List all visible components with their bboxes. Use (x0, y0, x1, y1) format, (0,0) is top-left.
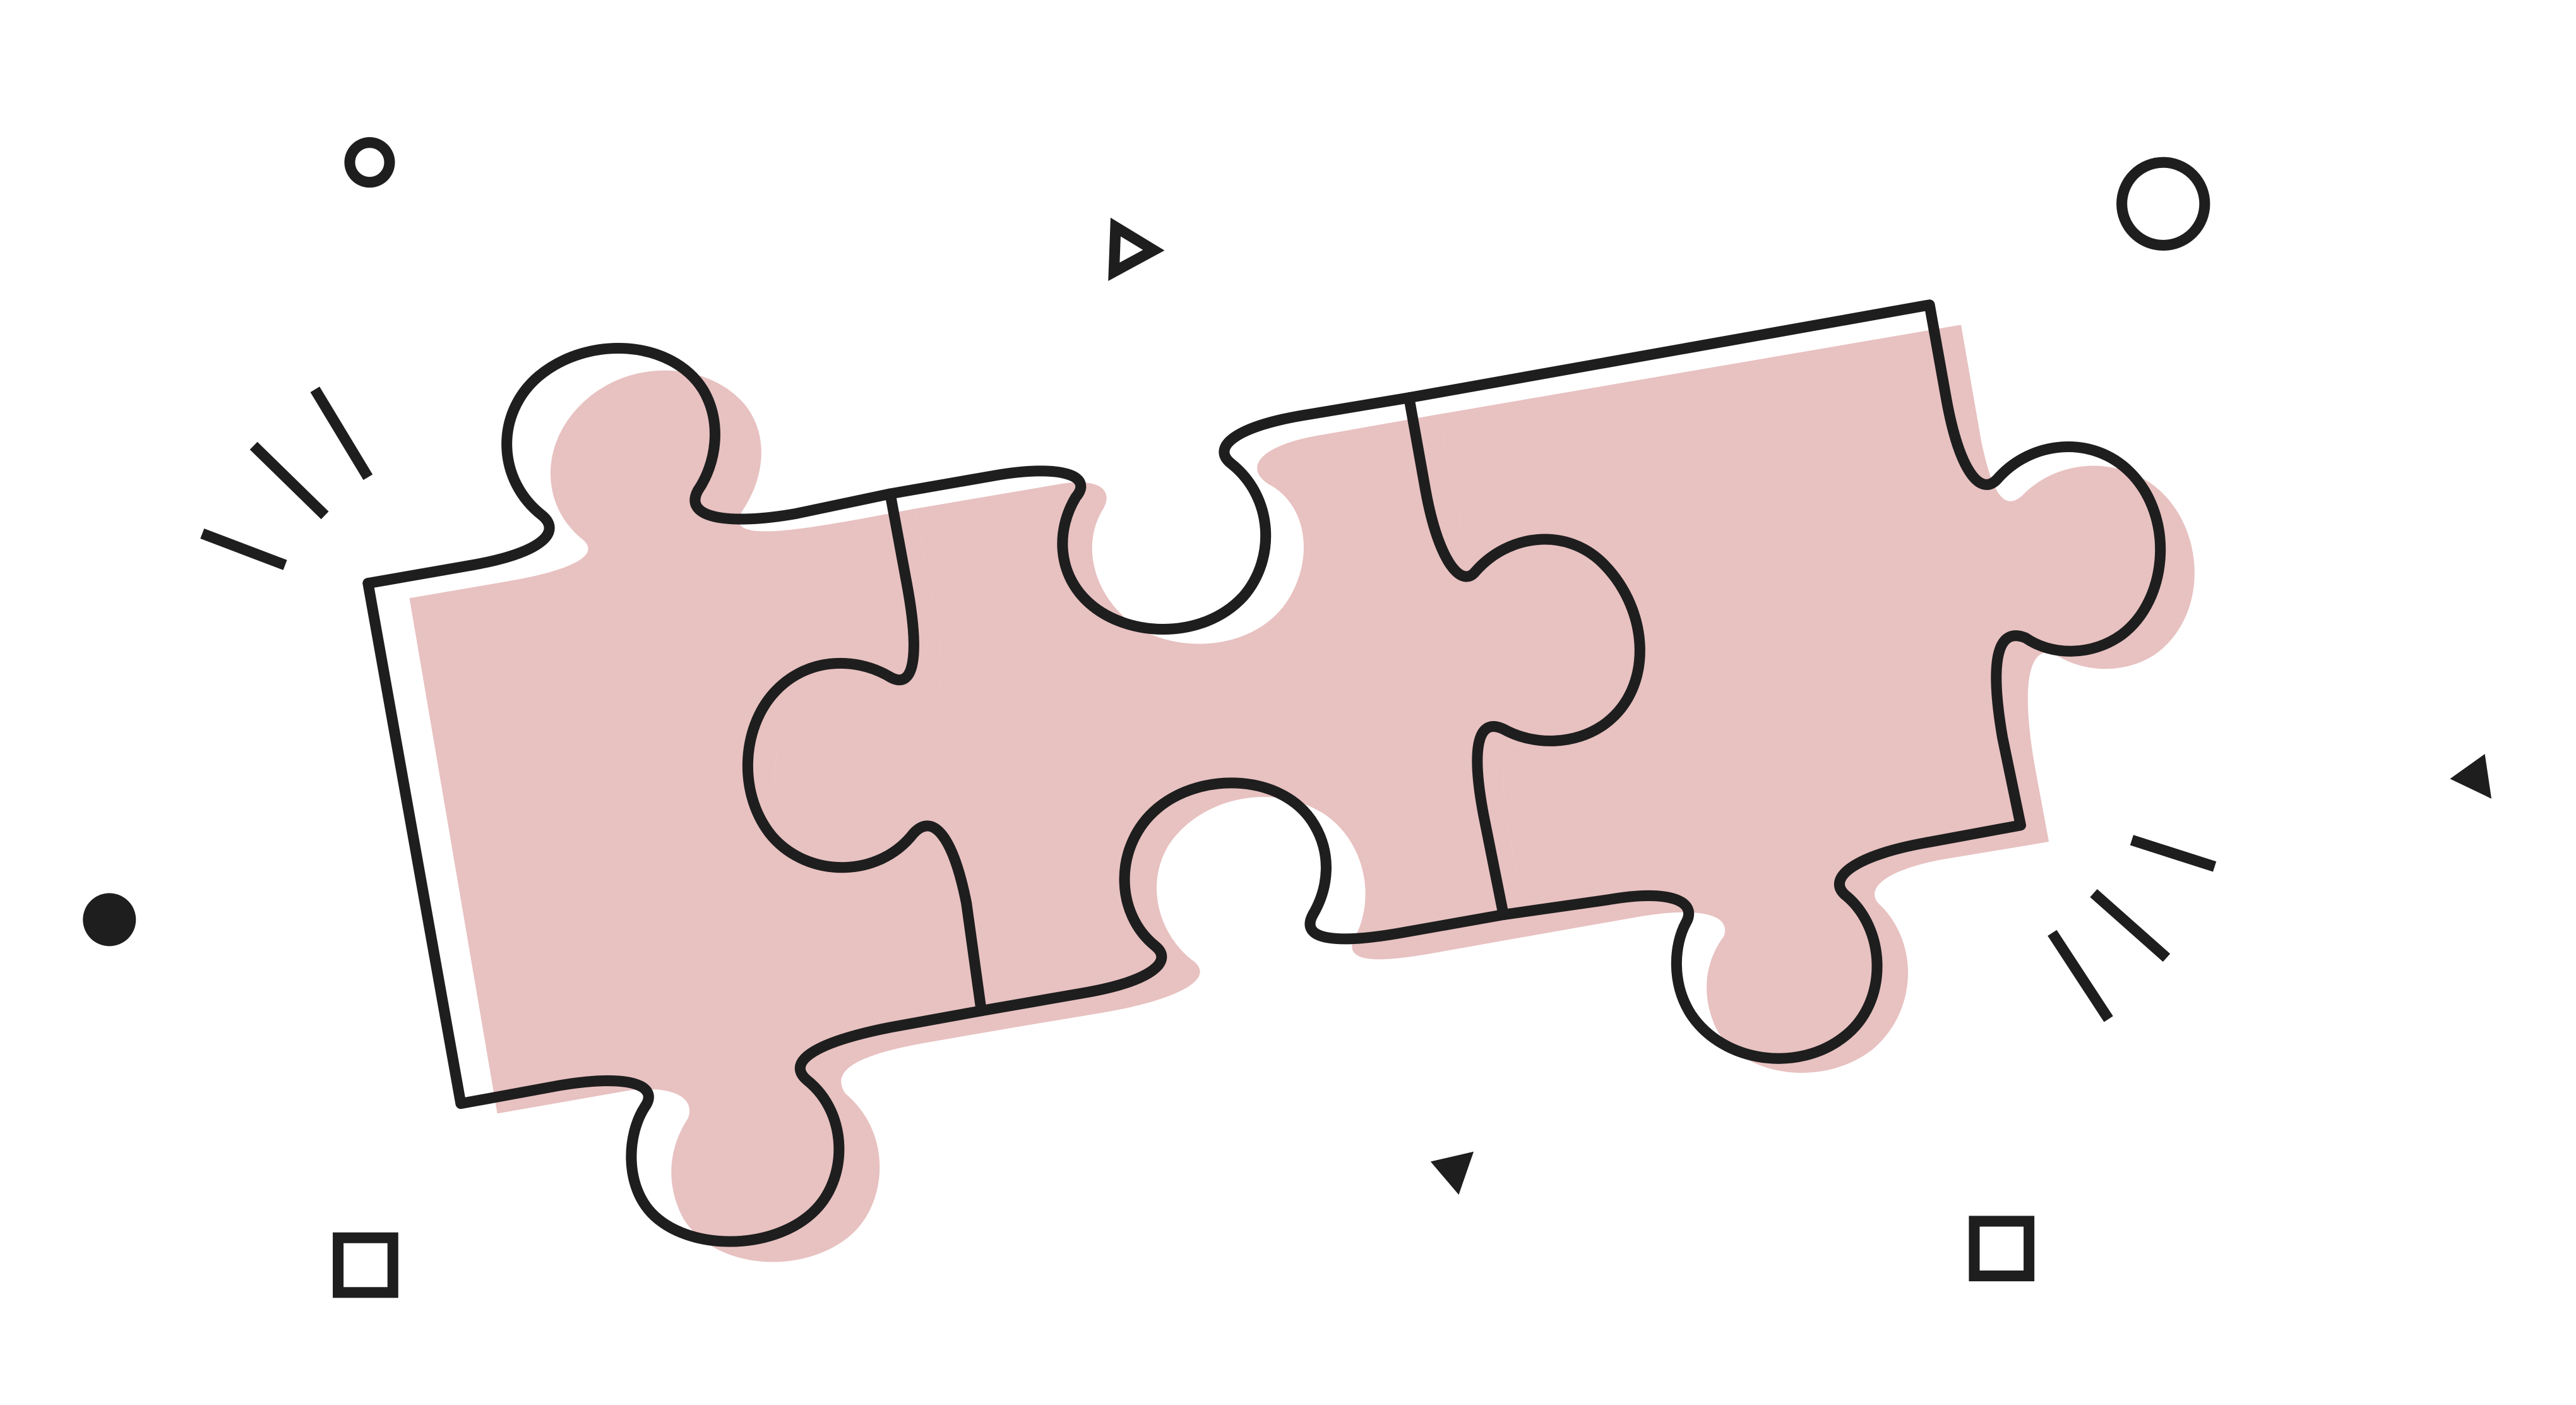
outline-triangle-top (1108, 217, 1165, 281)
spark-line-left-1 (310, 386, 373, 481)
puzzle-fill-left (409, 370, 1015, 1262)
filled-dot-left (83, 893, 136, 947)
spark-burst-left (200, 386, 373, 570)
puzzle-piece-2-bottom-outline (975, 777, 1509, 1017)
spark-line-right-1 (2130, 835, 2217, 872)
puzzle-piece-2-top-outline (885, 392, 1415, 635)
decorations (83, 137, 2492, 1298)
puzzle-fill-right (1438, 325, 2195, 1073)
puzzle-joint-1-outline (742, 488, 987, 1017)
spark-line-left-2 (249, 441, 329, 520)
puzzle-piece-1-bottom-outline (362, 578, 987, 1247)
spark-burst-right (2048, 835, 2217, 1022)
puzzle-piece-3-outline (1404, 299, 2166, 1064)
spark-line-right-3 (2048, 930, 2113, 1022)
large-circle-top-right (2116, 157, 2210, 251)
filled-triangle-right (2450, 753, 2492, 799)
puzzle-fill-middle (774, 414, 1650, 1027)
spark-line-left-3 (200, 528, 287, 570)
puzzle-piece-1-outline (362, 343, 896, 589)
puzzle-fill-group (409, 325, 2195, 1262)
puzzle-outline-group (362, 299, 2166, 1247)
square-bottom-right (1969, 1216, 2035, 1282)
spark-line-right-2 (2090, 889, 2171, 962)
small-circle-top-left (344, 137, 395, 188)
puzzle-joint-2-outline (1404, 392, 1645, 921)
square-bottom-left (333, 1232, 398, 1298)
filled-triangle-bottom (1430, 1151, 1474, 1195)
